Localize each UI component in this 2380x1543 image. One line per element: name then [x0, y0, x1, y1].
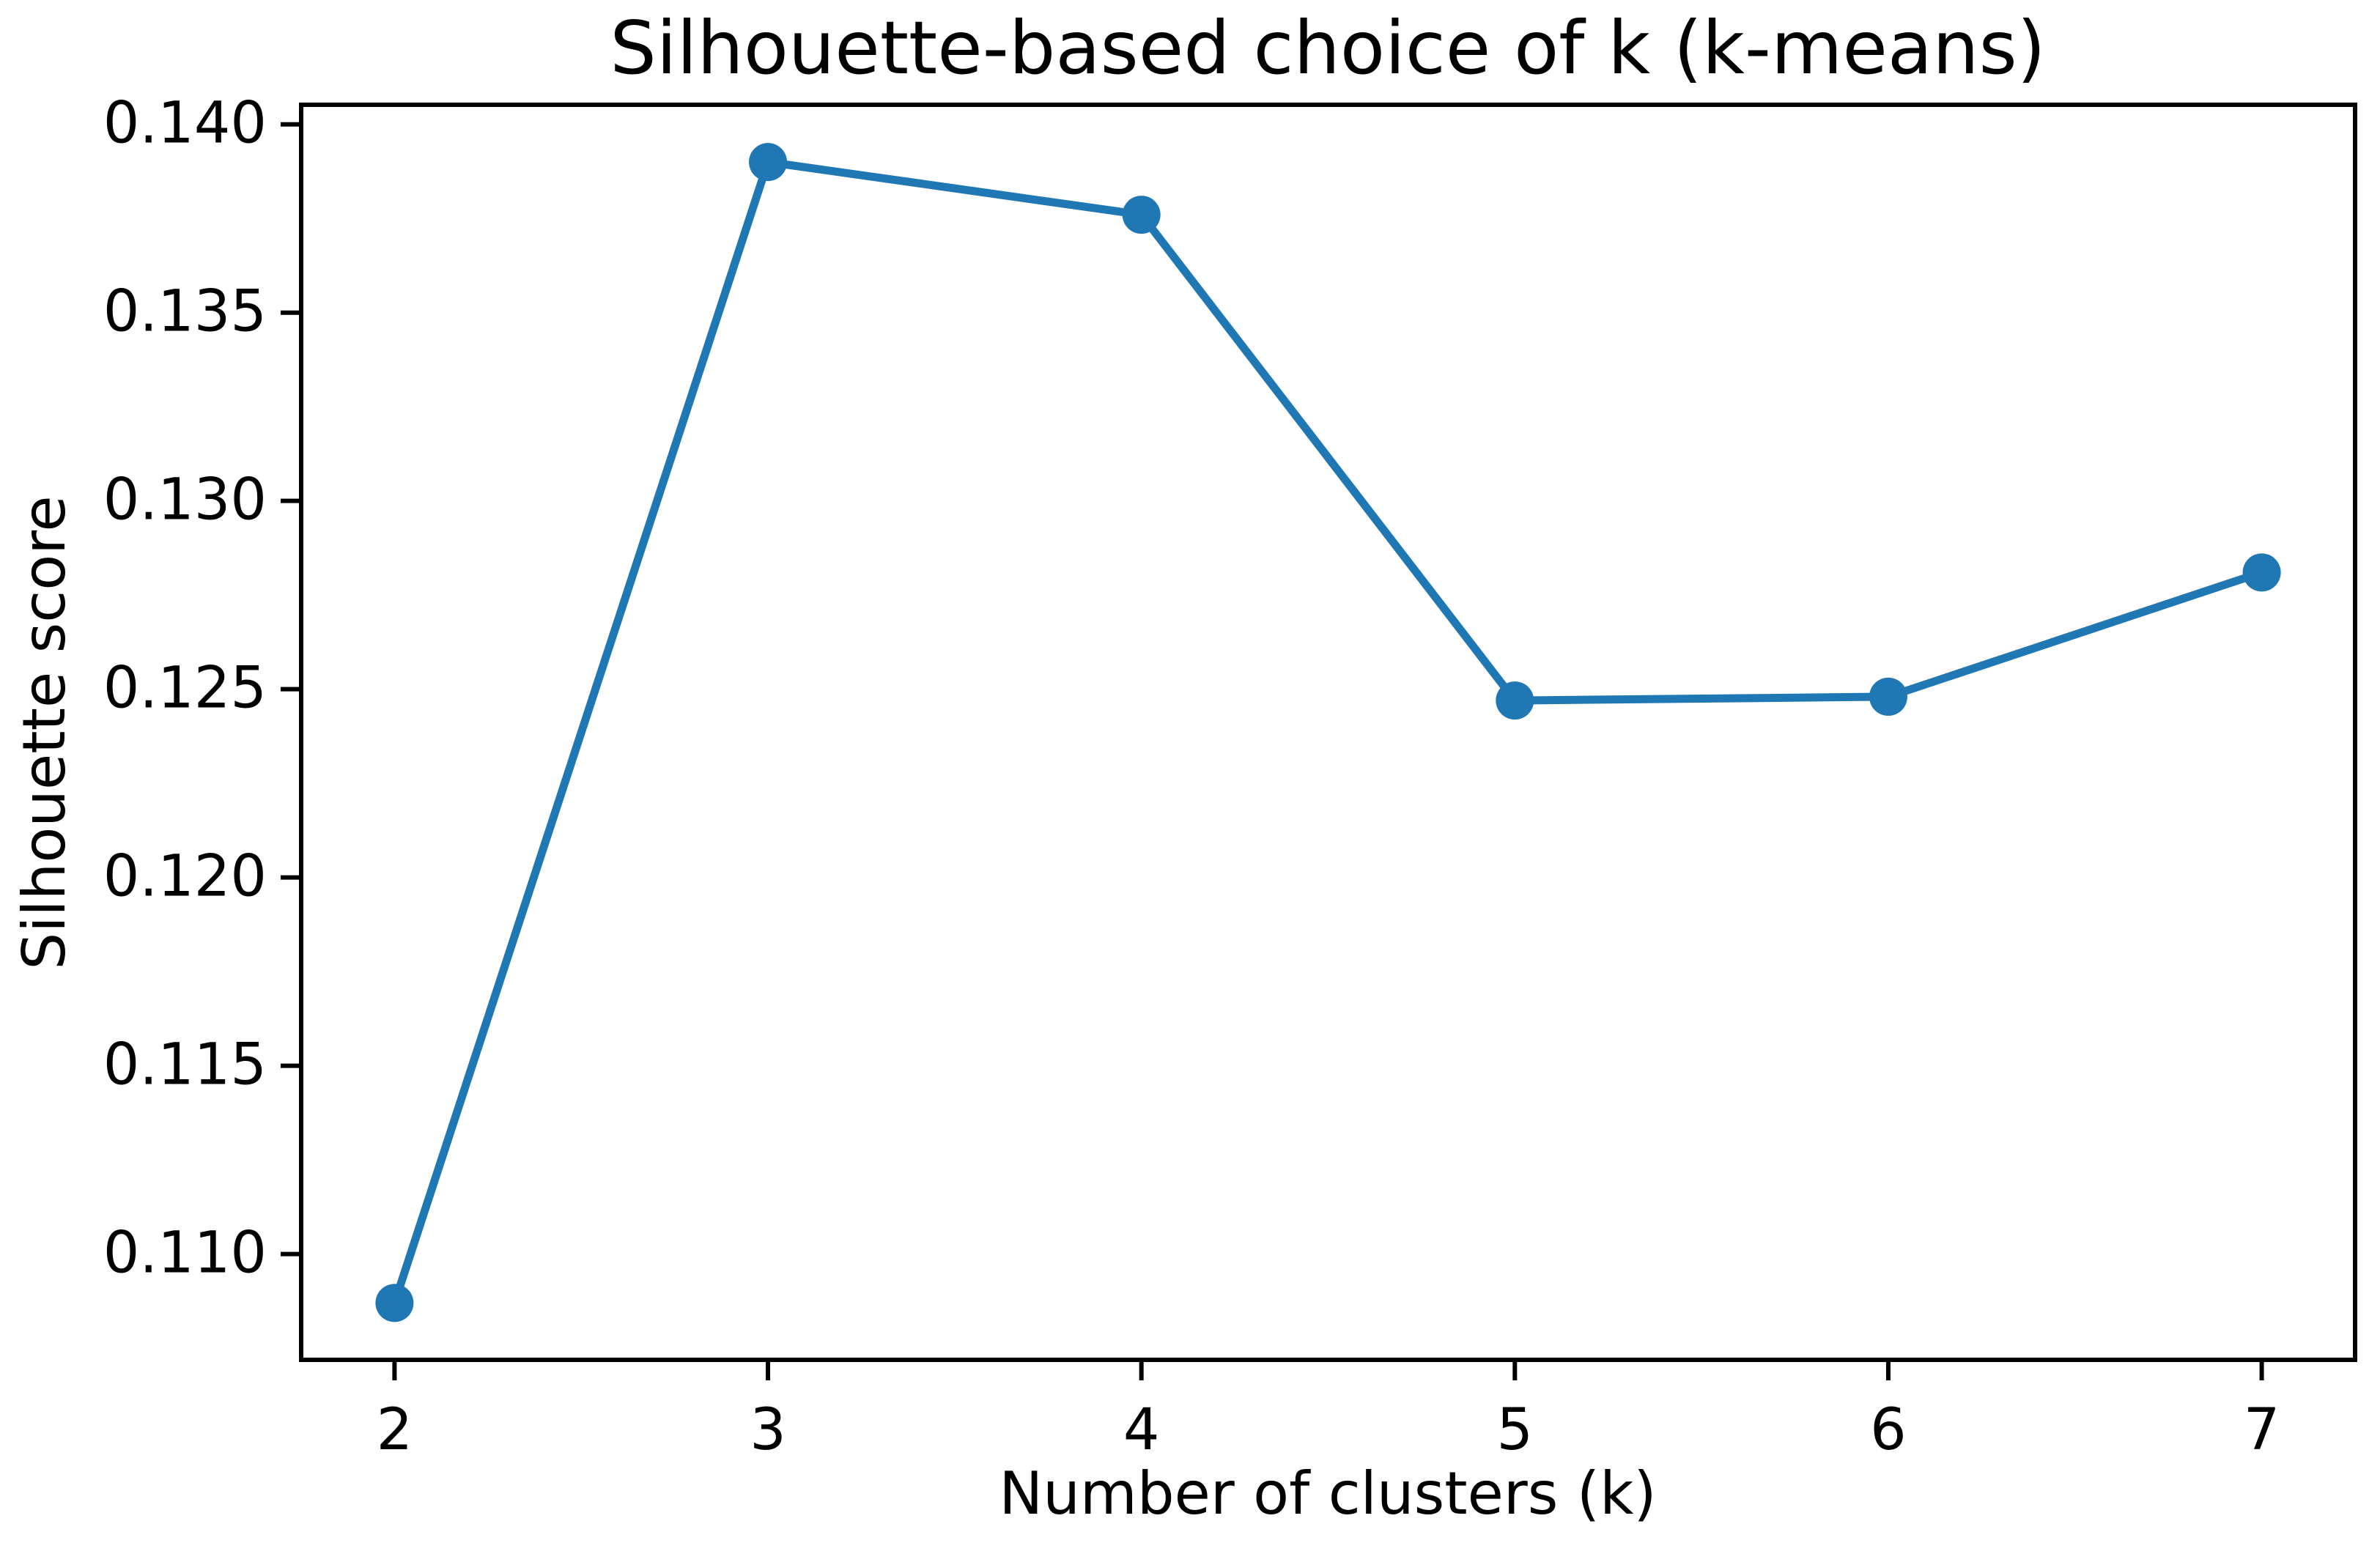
y-tick-label: 0.125: [103, 656, 267, 722]
x-tick-label: 6: [1870, 1397, 1907, 1463]
x-tick-label: 5: [1496, 1397, 1533, 1463]
data-series: [375, 143, 2281, 1322]
x-tick-label: 7: [2244, 1397, 2280, 1463]
chart-title: Silhouette-based choice of k (k-means): [610, 5, 2045, 91]
y-tick-label: 0.110: [103, 1221, 267, 1287]
axes-spines: [299, 103, 2357, 1362]
series-line: [390, 158, 2266, 1307]
data-point-marker: [1496, 681, 1534, 720]
x-tick-label: 3: [750, 1397, 786, 1463]
y-axis-label: Silhouette score: [10, 495, 78, 969]
y-tick-label: 0.120: [103, 844, 267, 910]
data-point-marker: [375, 1284, 414, 1322]
data-point-marker: [1869, 677, 1907, 716]
x-axis-ticks: 2 3 4 5 6 7: [377, 1360, 2280, 1463]
y-tick-label: 0.130: [103, 467, 267, 533]
y-tick-label: 0.140: [103, 91, 267, 157]
data-point-marker: [749, 143, 788, 182]
y-tick-label: 0.135: [103, 279, 267, 345]
y-axis-ticks: 0.110 0.115 0.120 0.125 0.130 0.135 0.140: [103, 91, 301, 1287]
plot-border: [299, 103, 2357, 1362]
data-point-marker: [1122, 196, 1161, 234]
y-tick-label: 0.115: [103, 1032, 267, 1098]
x-tick-label: 2: [377, 1397, 413, 1463]
data-point-marker: [2242, 553, 2281, 592]
x-axis-label: Number of clusters (k): [999, 1459, 1656, 1528]
x-tick-label: 4: [1123, 1397, 1160, 1463]
